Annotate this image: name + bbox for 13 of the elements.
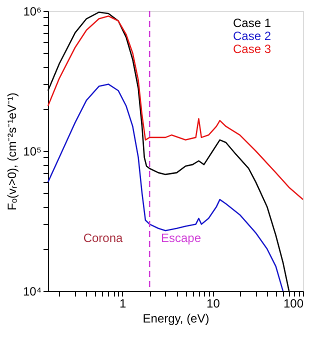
y-tick-label: 10⁴ (22, 284, 42, 298)
y-axis-title: Fₒ(vᵣ>0), (cm⁻²s⁻¹eV⁻¹) (4, 92, 19, 210)
annotation: Corona (83, 231, 124, 245)
text: Case 1 (233, 16, 272, 30)
x-tick-label: 100 (283, 296, 304, 310)
x-axis-title: Energy, (eV) (142, 312, 210, 326)
text: Case 2 (233, 29, 272, 43)
y-tick-label: 10⁵ (23, 144, 42, 158)
y-tick-label: 10⁶ (23, 4, 42, 18)
text: Case 3 (233, 42, 272, 56)
x-tick-label: 10 (206, 296, 220, 310)
x-tick-label: 1 (120, 296, 127, 310)
annotation: Escape (160, 231, 202, 245)
